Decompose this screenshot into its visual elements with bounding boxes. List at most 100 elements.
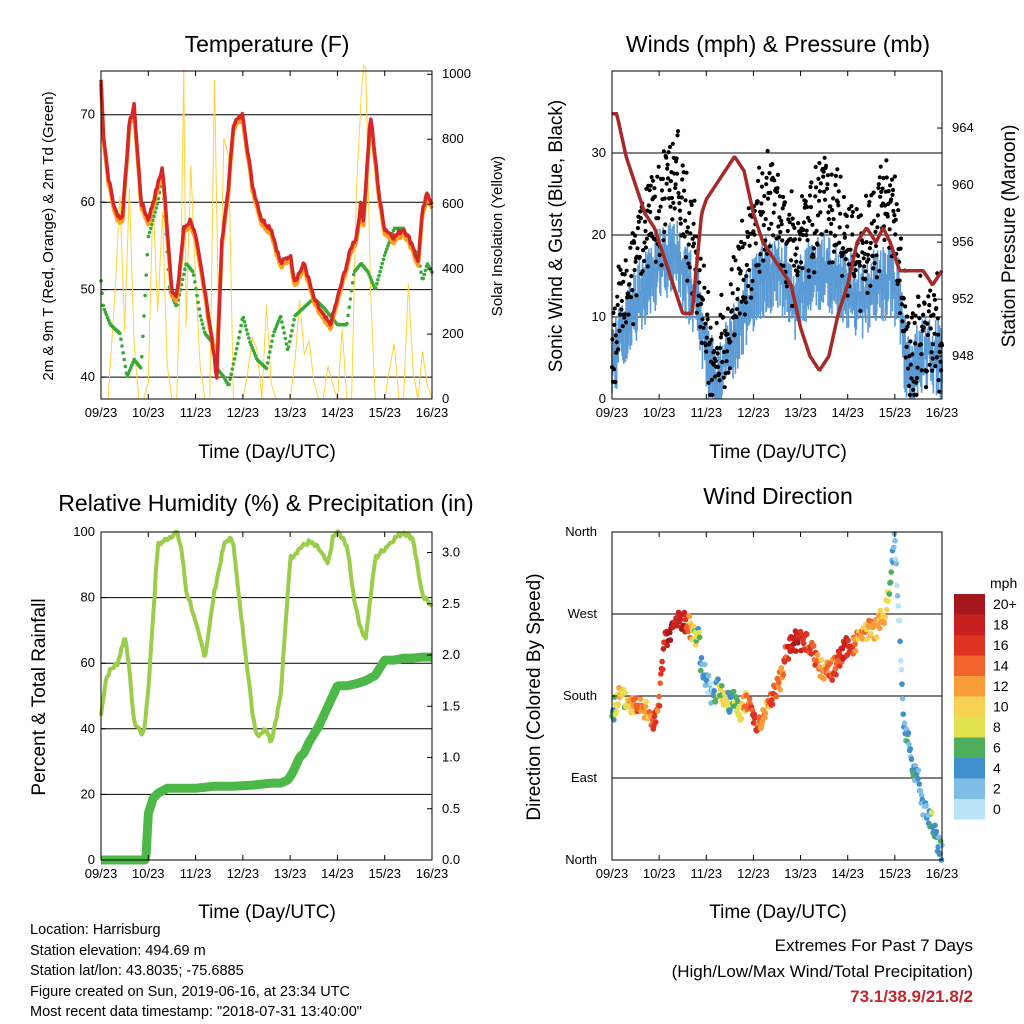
dewpoint-point [371, 283, 376, 288]
wind-gust-point [823, 197, 828, 202]
wind-gust-point [835, 199, 840, 205]
wind-gust-point [873, 243, 879, 249]
wind-gust-point [919, 368, 924, 373]
dewpoint-point [292, 318, 296, 322]
colorbar-label: 16 [993, 637, 1009, 653]
dewpoint-point [239, 323, 243, 328]
wind-gust-point [901, 296, 906, 301]
colorbar-label: 18 [993, 617, 1009, 633]
wind-direction-point [769, 697, 775, 703]
wind-gust-point [864, 193, 869, 198]
wind-direction-point [643, 699, 650, 705]
dewpoint-point [234, 346, 239, 351]
wind-gust-point [721, 315, 726, 320]
wind-direction-point [899, 681, 905, 687]
wind-gust-point [747, 243, 752, 248]
dewpoint-point [230, 367, 235, 371]
winds-axes: 09/23 10/23 11/23 12/23 13/23 14/23 15/23 16/23… [592, 71, 974, 420]
x-tick-label: 14/23 [321, 866, 354, 881]
wind-gust-point [727, 366, 733, 371]
x-tick-label: 11/23 [180, 866, 212, 881]
wind-gust-point [687, 210, 692, 216]
wind-gust-point [838, 211, 843, 216]
wind-gust-point [875, 213, 881, 218]
wind-gust-point [912, 320, 917, 325]
wind-gust-point [894, 202, 899, 207]
wind-direction-point [731, 688, 737, 695]
dewpoint-point [152, 214, 156, 218]
wind-gust-point [686, 261, 691, 266]
wind-gust-point [882, 203, 888, 208]
dewpoint-point [270, 339, 274, 344]
wind-direction-point [920, 812, 926, 818]
recent-timestamp: Most recent data timestamp: "2018-07-31 … [30, 1004, 362, 1020]
wind-gust-point [668, 179, 674, 184]
wind-gust-point [862, 251, 867, 256]
wind-gust-point [780, 206, 785, 211]
wind-direction-point [859, 636, 866, 642]
wind-gust-point [662, 196, 667, 201]
direction-xlabel: Time (Day/UTC) [709, 902, 847, 923]
wind-direction-point [895, 603, 901, 609]
wind-gust-point [909, 376, 914, 381]
wind-gust-point [780, 238, 785, 243]
colorbar-label: 6 [993, 740, 1001, 756]
dewpoint-point [422, 272, 427, 277]
wind-gust-point [713, 358, 718, 364]
wind-gust-point [701, 263, 707, 268]
wind-gust-point [675, 171, 680, 176]
wind-gust-point [755, 199, 760, 204]
dewpoint-point [274, 324, 279, 329]
dewpoint-point [247, 336, 251, 340]
y-tick-label-right: 3.0 [442, 545, 460, 560]
wind-gust-point [724, 359, 729, 364]
dewpoint-point [242, 319, 247, 324]
wind-gust-point [666, 150, 671, 155]
wind-gust-point [867, 199, 872, 205]
dewpoint-point [193, 280, 197, 284]
wind-gust-point [665, 166, 670, 171]
direction-axes: 09/23 10/23 11/23 12/23 13/23 14/23 15/23 16/23… [563, 524, 958, 881]
dewpoint-point [269, 344, 273, 349]
wind-gust-point [700, 317, 705, 322]
wind-gust-point [703, 343, 708, 348]
dewpoint-point [150, 222, 154, 227]
wind-gust-point [718, 312, 723, 317]
wind-gust-point [746, 283, 751, 289]
wind-gust-point [623, 312, 628, 317]
x-tick-label: 10/23 [643, 866, 676, 881]
dewpoint-point [345, 321, 349, 326]
wind-direction-point [707, 680, 714, 686]
dewpoint-point [147, 230, 152, 235]
wind-gust-point [740, 218, 745, 223]
wind-gust-point [756, 178, 761, 183]
wind-gust-point [638, 209, 643, 214]
y-tick-label: West [568, 606, 598, 621]
wind-gust-point [663, 222, 668, 227]
wind-gust-point [765, 148, 770, 154]
dewpoint-point [385, 247, 389, 251]
dewpoint-point [284, 342, 289, 346]
wind-gust-point [797, 237, 802, 242]
wind-gust-point [893, 232, 898, 237]
wind-gust-point [926, 294, 931, 299]
wind-gust-point [776, 235, 782, 240]
dewpoint-point [370, 280, 375, 285]
dewpoint-point [238, 329, 242, 334]
wind-gust-point [628, 295, 634, 300]
wind-gust-point [840, 246, 846, 251]
wind-gust-point [824, 229, 829, 234]
wind-gust-point [682, 234, 687, 239]
wind-gust-point [878, 164, 883, 169]
wind-gust-point [888, 183, 893, 188]
wind-gust-point [722, 385, 727, 390]
wind-gust-point [910, 352, 915, 357]
wind-gust-point [897, 278, 902, 283]
wind-gust-point [731, 254, 736, 260]
wind-gust-point [811, 246, 816, 251]
dewpoint-point [199, 318, 204, 322]
wind-gust-point [661, 238, 666, 243]
colorbar-label: 8 [993, 719, 1001, 735]
wind-direction-point [715, 676, 721, 682]
wind-gust-point [619, 307, 624, 312]
